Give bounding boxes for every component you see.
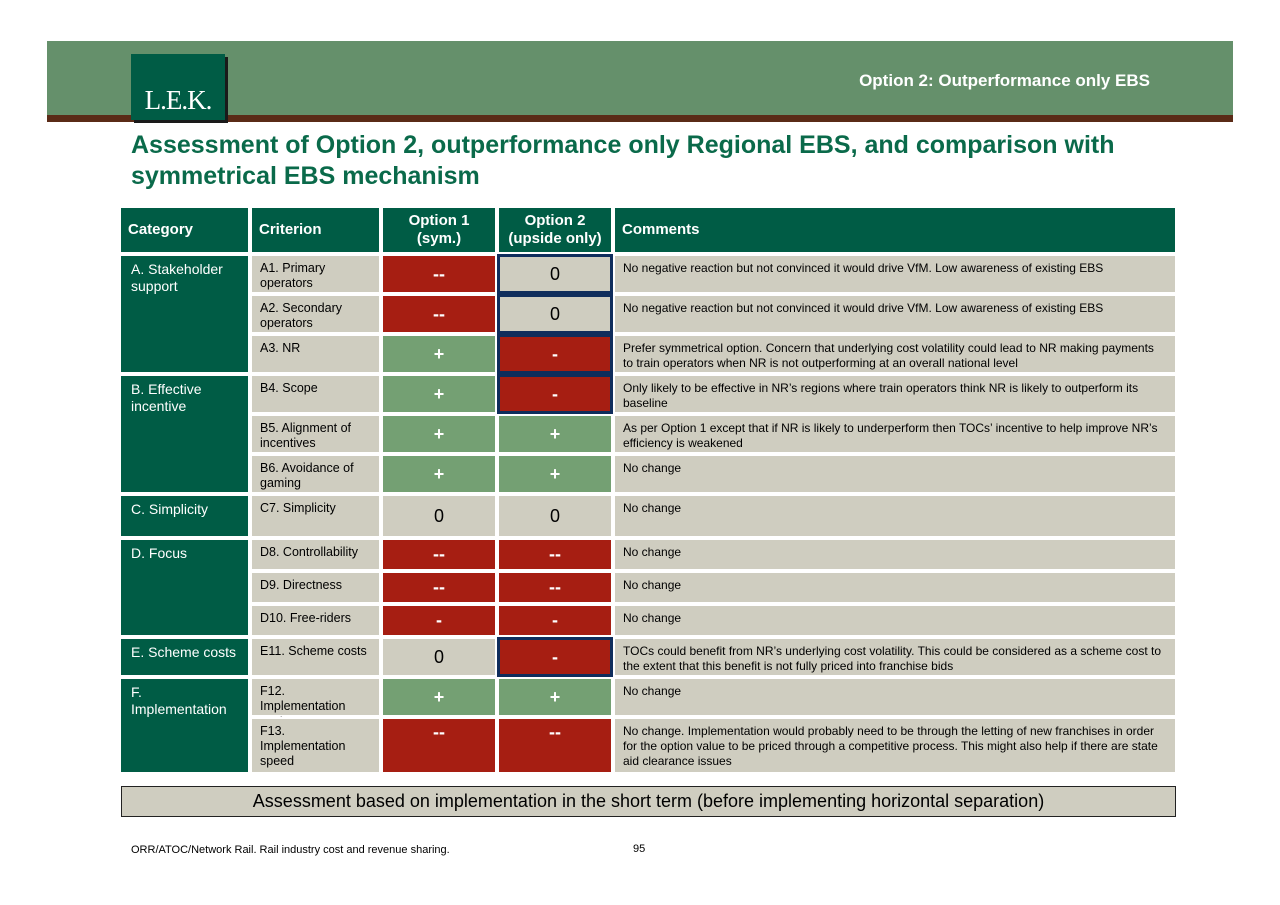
option1-rating: - xyxy=(381,604,497,637)
criterion-cell: C7. Simplicity xyxy=(250,494,381,538)
category-scheme-costs: E. Scheme costs xyxy=(119,637,250,677)
option1-rating: + xyxy=(381,374,497,414)
option2-rating: + xyxy=(497,454,613,494)
option2-rating: - xyxy=(497,374,613,414)
option2-rating: -- xyxy=(497,571,613,604)
option2-rating: 0 xyxy=(497,254,613,294)
category-implementation: F. Implementation xyxy=(119,677,250,774)
comment-cell: Only likely to be effective in NR’s regi… xyxy=(613,374,1177,414)
option1-rating: -- xyxy=(381,294,497,334)
comment-cell: No change xyxy=(613,494,1177,538)
lek-logo: L.E.K. xyxy=(131,54,225,120)
criterion-cell: B5. Alignment of incentives xyxy=(250,414,381,454)
criterion-cell: B6. Avoidance of gaming xyxy=(250,454,381,494)
criterion-cell: B4. Scope xyxy=(250,374,381,414)
comment-cell: No negative reaction but not convinced i… xyxy=(613,254,1177,294)
comment-cell: No negative reaction but not convinced i… xyxy=(613,294,1177,334)
option2-rating: 0 xyxy=(497,294,613,334)
option2-rating: + xyxy=(497,414,613,454)
assessment-note: Assessment based on implementation in th… xyxy=(121,786,1176,817)
comment-cell: Prefer symmetrical option. Concern that … xyxy=(613,334,1177,374)
option1-rating: + xyxy=(381,334,497,374)
comment-cell: No change xyxy=(613,677,1177,717)
option1-rating: -- xyxy=(381,571,497,604)
option2-rating: - xyxy=(497,604,613,637)
option1-rating: 0 xyxy=(381,494,497,538)
option1-rating: + xyxy=(381,454,497,494)
option1-rating: + xyxy=(381,677,497,717)
comment-cell: No change xyxy=(613,538,1177,571)
comment-cell: No change xyxy=(613,454,1177,494)
option1-rating: -- xyxy=(381,538,497,571)
category-effective-incentive: B. Effective incentive xyxy=(119,374,250,494)
comment-cell: No change xyxy=(613,571,1177,604)
option1-rating: -- xyxy=(381,717,497,774)
comment-cell: No change xyxy=(613,604,1177,637)
header-option1: Option 1 (sym.) xyxy=(381,206,497,254)
criterion-cell: F12. Implementation cost xyxy=(250,677,381,728)
header-category: Category xyxy=(119,206,250,254)
footer-source: ORR/ATOC/Network Rail. Rail industry cos… xyxy=(131,844,450,856)
criterion-cell: F13. Implementation speed xyxy=(250,717,381,774)
criterion-cell: D9. Directness xyxy=(250,571,381,604)
option2-rating: 0 xyxy=(497,494,613,538)
comment-cell: As per Option 1 except that if NR is lik… xyxy=(613,414,1177,454)
criterion-cell: A2. Secondary operators xyxy=(250,294,381,334)
criterion-cell: D10. Free-riders xyxy=(250,604,381,637)
option2-rating: - xyxy=(497,334,613,374)
logo-text: L.E.K. xyxy=(144,85,213,115)
section-label: Option 2: Outperformance only EBS xyxy=(859,71,1150,90)
option2-rating: + xyxy=(497,677,613,717)
criterion-cell: D8. Controllability xyxy=(250,538,381,571)
comment-cell: TOCs could benefit from NR’s underlying … xyxy=(613,637,1177,677)
option1-rating: 0 xyxy=(381,637,497,677)
category-simplicity: C. Simplicity xyxy=(119,494,250,538)
comment-cell: No change. Implementation would probably… xyxy=(613,717,1177,774)
option2-rating: -- xyxy=(497,717,613,774)
header-option2: Option 2 (upside only) xyxy=(497,206,613,254)
option2-rating: - xyxy=(497,637,613,677)
option2-rating: -- xyxy=(497,538,613,571)
header-stripe xyxy=(47,115,1233,122)
header-criterion: Criterion xyxy=(250,206,381,254)
page-title: Assessment of Option 2, outperformance o… xyxy=(131,131,1115,190)
criterion-cell: E11. Scheme costs xyxy=(250,637,381,677)
header-comments: Comments xyxy=(613,206,1177,254)
criterion-cell: A3. NR xyxy=(250,334,381,374)
criterion-cell: A1. Primary operators xyxy=(250,254,381,294)
assessment-table: Category Criterion Option 1 (sym.) Optio… xyxy=(119,206,1177,777)
header-band xyxy=(47,41,1233,115)
category-stakeholder-support: A. Stakeholder support xyxy=(119,254,250,374)
category-focus: D. Focus xyxy=(119,538,250,637)
option1-rating: -- xyxy=(381,254,497,294)
page-number: 95 xyxy=(633,843,646,855)
option1-rating: + xyxy=(381,414,497,454)
